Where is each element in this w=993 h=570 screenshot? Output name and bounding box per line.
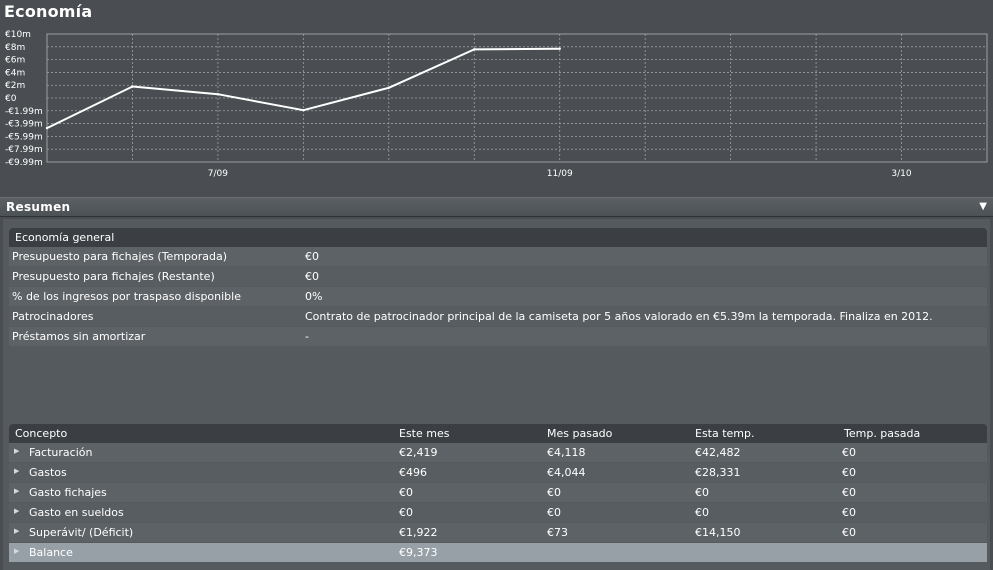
play-arrow-icon: ▶ [14,487,20,495]
value-cell: €0 [695,486,709,499]
value-cell: €73 [547,526,568,539]
info-value: €0 [305,270,319,283]
concept-cell: Gastos [29,466,67,479]
concept-cell: Gasto en sueldos [29,506,124,519]
value-cell: €2,419 [399,446,438,459]
data-point [473,48,476,51]
value-cell: €14,150 [695,526,741,539]
data-point [131,85,134,88]
value-cell: €28,331 [695,466,741,479]
info-row: Presupuesto para fichajes (Temporada) €0 [9,247,987,266]
x-tick-label: 11/09 [547,169,573,179]
value-cell: €4,044 [547,466,586,479]
y-tick-label: -€3.99m [5,120,43,130]
play-arrow-icon: ▶ [14,527,20,535]
column-header-esta-temp[interactable]: Esta temp. [695,427,755,440]
y-tick-label: €0 [5,94,17,104]
resumen-label: Resumen [6,200,71,214]
value-cell: €496 [399,466,427,479]
table-row[interactable]: ▶ Gasto fichajes €0 €0 €0 €0 [9,483,987,502]
y-tick-label: €4m [5,68,25,78]
info-label: Préstamos sin amortizar [12,330,146,343]
play-arrow-icon: ▶ [14,507,20,515]
info-label: Presupuesto para fichajes (Restante) [12,270,215,283]
economy-line-chart: €10m €8m €6m €4m €2m €0 -€1.99m -€3.99m -€5.99m -… [5,30,988,179]
balance-line [46,47,560,129]
general-heading: Economía general [9,228,987,247]
table-row[interactable]: ▶ Gastos €496 €4,044 €28,331 €0 [9,463,987,482]
value-cell: €0 [547,506,561,519]
column-header-concepto[interactable]: Concepto [15,427,68,440]
y-tick-label: -€5.99m [5,132,43,142]
concept-cell: Gasto fichajes [29,486,107,499]
column-header-mes-pasado[interactable]: Mes pasado [547,427,613,440]
resumen-section-header[interactable]: Resumen ▼ [0,197,993,217]
value-cell: €0 [842,466,856,479]
value-cell: €0 [842,446,856,459]
page-title: Economía [4,2,93,21]
triangle-down-icon[interactable]: ▼ [979,201,987,212]
table-row-balance[interactable]: ▶ Balance €9,373 [9,543,987,562]
value-cell: €0 [842,506,856,519]
value-cell: €0 [399,506,413,519]
play-arrow-icon: ▶ [14,467,20,475]
x-tick-label: 7/09 [208,169,228,179]
info-label: % de los ingresos por traspaso disponibl… [12,290,241,303]
info-value: €0 [305,250,319,263]
info-row: % de los ingresos por traspaso disponibl… [9,287,987,306]
concept-cell: Superávit/ (Déficit) [29,526,134,539]
table-header-row: Concepto Este mes Mes pasado Esta temp. … [9,424,987,443]
y-tick-label: €2m [5,81,25,91]
x-tick-label: 3/10 [891,169,911,179]
data-point [216,92,220,96]
data-point [45,126,49,130]
value-cell: €1,922 [399,526,438,539]
data-point [558,47,561,50]
value-cell: €42,482 [695,446,741,459]
info-value: - [305,330,309,343]
data-point [302,108,305,112]
value-cell: €0 [842,486,856,499]
table-row[interactable]: ▶ Gasto en sueldos €0 €0 €0 €0 [9,503,987,522]
play-arrow-icon: ▶ [14,547,20,555]
y-tick-label: €8m [5,43,25,53]
value-cell: €0 [695,506,709,519]
info-value: 0% [305,290,323,303]
data-point [387,86,391,89]
info-row: Presupuesto para fichajes (Restante) €0 [9,267,987,286]
value-cell: €0 [842,526,856,539]
concept-cell: Balance [29,546,73,559]
sponsor-value: Contrato de patrocinador principal de la… [305,310,933,323]
value-cell: €4,118 [547,446,586,459]
info-label: Presupuesto para fichajes (Temporada) [12,250,228,263]
y-tick-label: -€9.99m [5,158,43,168]
y-tick-label: -€7.99m [5,145,43,155]
column-header-este-mes[interactable]: Este mes [399,427,450,440]
y-tick-label: €6m [5,56,25,66]
info-label: Patrocinadores [12,310,94,323]
economy-chart: €10m €8m €6m €4m €2m €0 -€1.99m -€3.99m -€5.99m -… [0,28,993,188]
play-arrow-icon: ▶ [14,447,20,455]
value-cell: €0 [399,486,413,499]
y-tick-label: -€1.99m [5,107,43,117]
y-tick-label: €10m [5,30,31,40]
column-header-temp-pasada[interactable]: Temp. pasada [844,427,921,440]
value-cell: €0 [547,486,561,499]
info-row: Préstamos sin amortizar - [9,327,987,346]
concept-cell: Facturación [29,446,93,459]
table-row[interactable]: ▶ Superávit/ (Déficit) €1,922 €73 €14,15… [9,523,987,542]
table-row[interactable]: ▶ Facturación €2,419 €4,118 €42,482 €0 [9,443,987,462]
value-cell: €9,373 [399,546,438,559]
info-row: Patrocinadores Contrato de patrocinador … [9,307,987,326]
